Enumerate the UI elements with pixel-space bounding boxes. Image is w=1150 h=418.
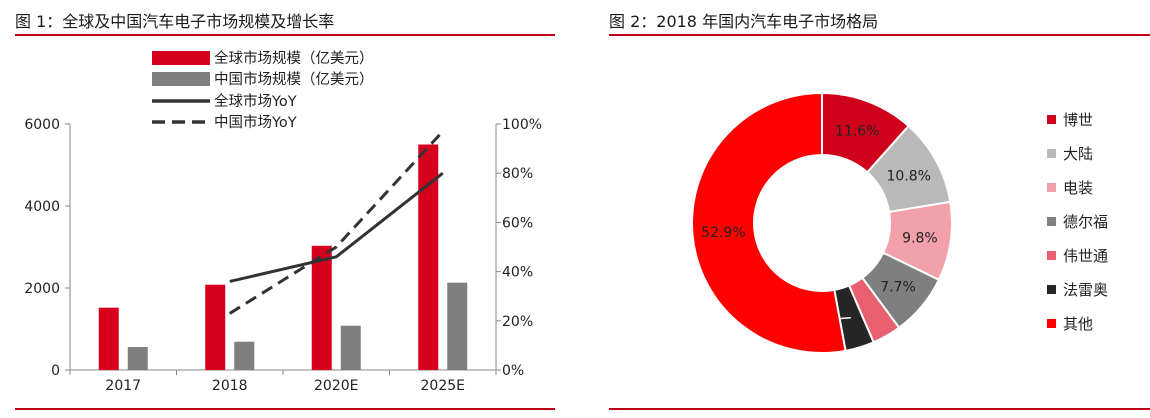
legend-swatch xyxy=(1047,217,1056,226)
series-line-global-yoy xyxy=(229,172,444,283)
right-axis-tick-label: 60% xyxy=(502,215,533,231)
legend-label: 中国市场规模（亿美元） xyxy=(214,71,374,88)
donut-value-label: 11.6% xyxy=(835,124,879,140)
bar-china xyxy=(234,341,255,370)
donut-value-label: 7.7% xyxy=(880,279,916,295)
legend-label: 大陆 xyxy=(1063,145,1093,163)
legend-swatch xyxy=(1047,285,1056,294)
bar-global xyxy=(418,144,439,370)
legend-label: 中国市场YoY xyxy=(214,114,297,131)
market-share-donut-chart: 11.6%10.8%9.8%7.7%3.6%3.6%52.9%博世大陆电装德尔福… xyxy=(691,91,1108,354)
legend-swatch xyxy=(152,72,210,86)
legend-label: 德尔福 xyxy=(1063,213,1108,231)
legend-label: 电装 xyxy=(1063,179,1093,197)
x-axis-tick-label: 2017 xyxy=(105,378,141,394)
x-axis-tick-label: 2018 xyxy=(212,378,248,394)
bar-global xyxy=(205,284,226,370)
legend-swatch xyxy=(1047,319,1056,328)
x-axis-tick-label: 2025E xyxy=(421,378,465,394)
chart-1-top-rule xyxy=(15,34,555,36)
left-axis-tick-label: 6000 xyxy=(24,117,60,133)
legend-swatch xyxy=(1047,251,1056,260)
chart-2-title: 图 2：2018 年国内汽车电子市场格局 xyxy=(609,12,879,31)
legend-label: 博世 xyxy=(1063,111,1093,129)
chart-2-bottom-rule xyxy=(609,408,1150,410)
donut-value-label: 10.8% xyxy=(887,168,931,184)
bar-global xyxy=(311,245,332,370)
market-share-chart-panel: 图 2：2018 年国内汽车电子市场格局 11.6%10.8%9.8%7.7%3… xyxy=(605,0,1150,418)
market-size-combo-chart: 0 2000 4000 6000 0% 20% 40% 60% 80% 100% 2017 2018 2… xyxy=(24,49,542,394)
right-axis-tick-label: 40% xyxy=(502,265,533,281)
right-axis-tick-label: 0% xyxy=(502,363,524,379)
market-size-chart-panel: 图 1：全球及中国汽车电子市场规模及增长率 0 2000 4000 6000 0% 20%… xyxy=(0,0,555,418)
legend-swatch xyxy=(1047,183,1056,192)
bar-global xyxy=(98,307,119,370)
x-axis-tick-label: 2020E xyxy=(314,378,358,394)
bar-china xyxy=(127,347,148,370)
legend-label: 伟世通 xyxy=(1063,247,1108,265)
left-axis-tick-label: 0 xyxy=(51,363,60,379)
left-axis-tick-label: 4000 xyxy=(24,199,60,215)
legend-label: 全球市场规模（亿美元） xyxy=(214,49,374,67)
chart-1-bottom-rule xyxy=(15,408,555,410)
legend-swatch xyxy=(1047,115,1056,124)
chart-2-top-rule xyxy=(609,34,1150,36)
right-axis-tick-label: 20% xyxy=(502,314,533,330)
series-line-china-yoy xyxy=(228,130,444,315)
legend-label: 其他 xyxy=(1063,315,1093,333)
left-axis-tick-label: 2000 xyxy=(24,281,60,297)
bar-china xyxy=(340,325,361,370)
chart-1-title: 图 1：全球及中国汽车电子市场规模及增长率 xyxy=(15,12,335,31)
legend-swatch xyxy=(1047,149,1056,158)
donut-value-label: 9.8% xyxy=(902,230,938,246)
right-axis-tick-label: 80% xyxy=(502,166,533,182)
bar-china xyxy=(447,282,468,370)
legend-swatch xyxy=(152,51,210,65)
legend-label: 法雷奥 xyxy=(1063,281,1108,299)
right-axis-tick-label: 100% xyxy=(502,117,542,133)
donut-slice xyxy=(691,91,847,354)
donut-value-label: 52.9% xyxy=(701,225,745,241)
legend-label: 全球市场YoY xyxy=(214,92,297,110)
